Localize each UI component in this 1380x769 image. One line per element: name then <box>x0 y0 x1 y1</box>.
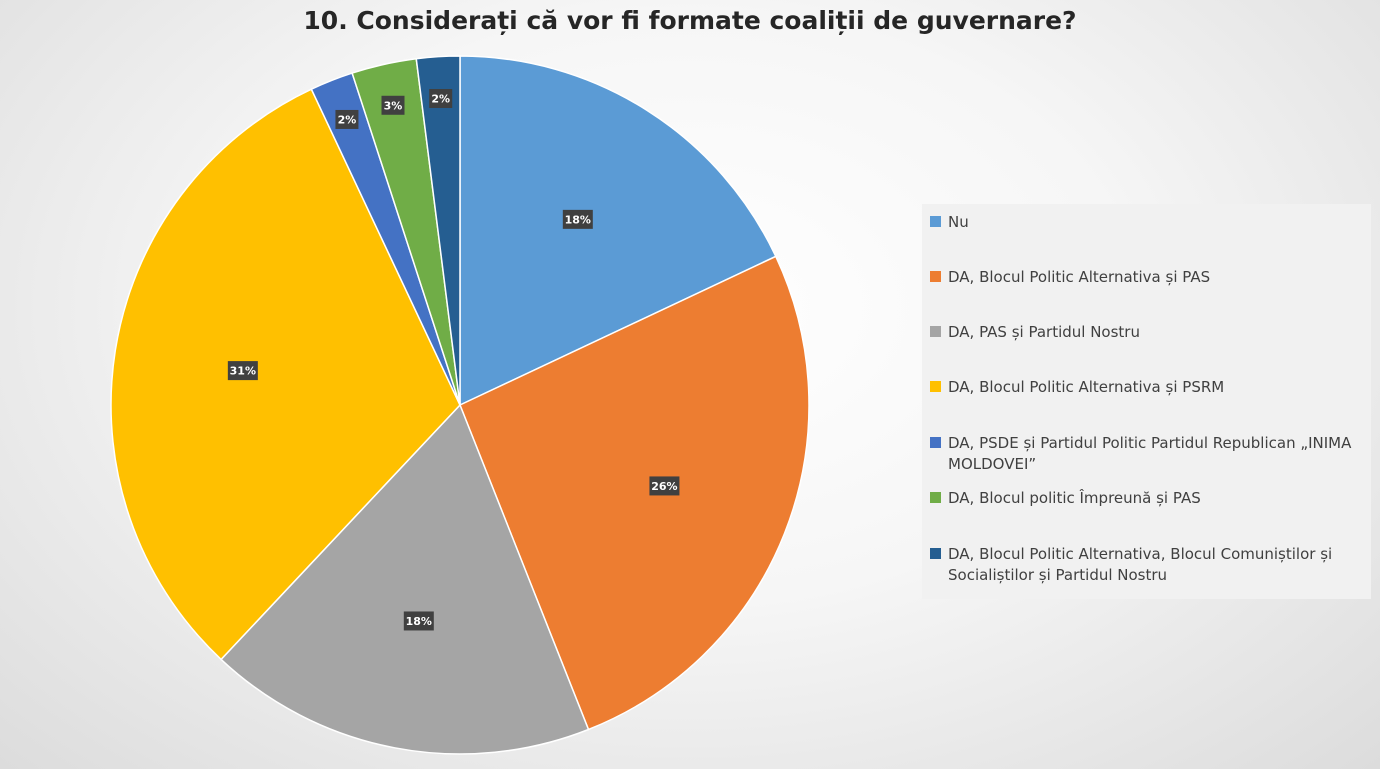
data-label: 18% <box>562 209 593 229</box>
data-label: 2% <box>429 88 453 108</box>
data-label: 26% <box>649 476 680 496</box>
legend-swatch <box>930 381 941 392</box>
data-label: 2% <box>335 109 359 129</box>
legend-label: DA, Blocul politic Împreună și PAS <box>948 489 1201 507</box>
data-label-box <box>335 109 359 129</box>
legend-item: DA, Blocul Politic Alternativa și PSRM <box>930 377 1365 398</box>
pie-chart: 18% 26% 18% 31% 2% 3% 2% <box>110 55 810 755</box>
legend-item: DA, Blocul Politic Alternativa și PAS <box>930 267 1365 288</box>
chart-title: 10. Considerați că vor fi formate coaliț… <box>303 6 1077 35</box>
legend-swatch <box>930 216 941 227</box>
data-label-text: 2% <box>431 92 450 105</box>
legend-label: DA, Blocul Politic Alternativa și PSRM <box>948 378 1225 396</box>
data-label-box <box>429 88 453 108</box>
data-label-box <box>562 209 593 229</box>
legend-item: DA, Blocul politic Împreună și PAS <box>930 488 1365 509</box>
legend-label: Nu <box>948 213 969 231</box>
data-label-box <box>381 95 405 115</box>
data-label-box <box>649 476 680 496</box>
chart-legend: Nu DA, Blocul Politic Alternativa și PAS D… <box>922 204 1371 599</box>
pie-slice <box>110 88 461 661</box>
legend-item: DA, Blocul Politic Alternativa, Blocul C… <box>930 544 1365 586</box>
legend-label: DA, PAS și Partidul Nostru <box>948 323 1140 341</box>
pie-slice <box>459 255 810 731</box>
data-label: 18% <box>403 611 434 631</box>
pie-slice <box>459 55 777 407</box>
data-label: 3% <box>381 95 405 115</box>
legend-swatch <box>930 548 941 559</box>
data-label-text: 3% <box>384 99 403 112</box>
data-label-text: 18% <box>406 615 432 628</box>
legend-swatch <box>930 271 941 282</box>
data-label-box <box>227 361 258 381</box>
legend-item: Nu <box>930 212 1365 233</box>
data-label: 31% <box>227 361 258 381</box>
legend-item: DA, PAS și Partidul Nostru <box>930 322 1365 343</box>
data-label-text: 31% <box>230 365 256 378</box>
legend-label: DA, PSDE și Partidul Politic Partidul Re… <box>948 434 1352 473</box>
legend-label: DA, Blocul Politic Alternativa, Blocul C… <box>948 545 1333 584</box>
legend-swatch <box>930 326 941 337</box>
pie-slice <box>415 55 461 406</box>
pie-slice <box>220 403 590 755</box>
legend-label: DA, Blocul Politic Alternativa și PAS <box>948 268 1211 286</box>
data-label-box <box>403 611 434 631</box>
legend-item: DA, PSDE și Partidul Politic Partidul Re… <box>930 433 1365 475</box>
legend-swatch <box>930 492 941 503</box>
data-label-text: 18% <box>565 213 591 226</box>
data-label-text: 2% <box>338 113 357 126</box>
legend-swatch <box>930 437 941 448</box>
data-label-text: 26% <box>651 480 677 493</box>
